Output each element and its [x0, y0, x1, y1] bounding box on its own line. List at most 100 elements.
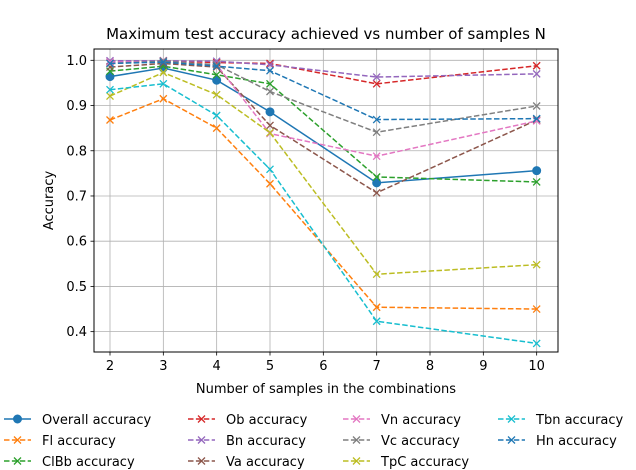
y-tick-label: 0.9 — [66, 99, 87, 114]
data-point — [212, 60, 221, 69]
chart-title: Maximum test accuracy achieved vs number… — [106, 25, 546, 43]
data-point — [212, 62, 221, 71]
y-tick-label: 0.8 — [66, 144, 87, 159]
series-tpc-accuracy — [106, 68, 541, 279]
legend-label: Bn accuracy — [226, 434, 306, 449]
data-point — [105, 72, 115, 82]
data-point — [266, 179, 274, 188]
legend-marker — [13, 457, 22, 465]
data-point — [372, 79, 381, 88]
legend-marker — [507, 415, 516, 423]
legend-marker — [352, 457, 361, 465]
data-point — [266, 66, 274, 75]
data-point — [266, 165, 274, 174]
y-tick-label: 1.0 — [66, 54, 87, 69]
data-point — [372, 270, 381, 279]
series-group — [105, 56, 542, 348]
data-point — [372, 188, 381, 197]
data-point — [532, 177, 541, 186]
data-point — [372, 73, 381, 81]
legend-marker — [352, 415, 361, 423]
data-point — [372, 173, 381, 181]
series-line — [109, 97, 537, 310]
legend-item: Hn accuracy — [498, 434, 617, 449]
legend-item: Va accuracy — [188, 455, 305, 470]
series-line — [109, 71, 537, 275]
legend-item: ClBb accuracy — [4, 455, 135, 470]
x-tick-label: 8 — [426, 359, 434, 374]
data-point — [532, 305, 541, 313]
data-point — [212, 75, 222, 85]
legend-marker — [197, 457, 206, 465]
data-point — [212, 111, 221, 120]
x-tick-label: 2 — [106, 359, 114, 374]
data-point — [106, 116, 114, 124]
data-point — [372, 303, 381, 312]
x-axis-label: Number of samples in the combinations — [196, 382, 456, 397]
legend-label: Va accuracy — [226, 455, 305, 470]
legend-label: Tbn accuracy — [535, 413, 624, 428]
data-point — [106, 85, 114, 94]
data-point — [159, 94, 168, 103]
x-tick-label: 6 — [319, 359, 327, 374]
data-point — [106, 59, 114, 68]
legend-item: Fl accuracy — [4, 434, 116, 449]
legend-item: Bn accuracy — [188, 434, 306, 449]
legend-label: Vc accuracy — [381, 434, 460, 449]
data-point — [266, 121, 274, 130]
legend-marker — [197, 436, 206, 444]
legend-marker — [352, 436, 361, 444]
legend-label: Ob accuracy — [226, 413, 308, 428]
legend-label: Hn accuracy — [536, 434, 617, 449]
series-line — [109, 60, 537, 133]
data-point — [532, 260, 541, 269]
legend-marker — [13, 414, 22, 424]
legend-label: ClBb accuracy — [42, 455, 135, 470]
x-tick-label: 5 — [266, 359, 274, 374]
data-point — [212, 90, 221, 99]
data-point — [532, 102, 541, 110]
legend-label: Fl accuracy — [42, 434, 116, 449]
series-line — [110, 60, 537, 78]
legend-label: Vn accuracy — [381, 413, 461, 428]
x-tick-label: 7 — [373, 359, 381, 374]
y-tick-label: 0.6 — [66, 235, 87, 250]
series-clbb-accuracy — [106, 62, 541, 186]
data-point — [212, 124, 221, 133]
data-point — [532, 69, 541, 78]
legend-item: Vc accuracy — [343, 434, 460, 449]
data-point — [159, 68, 168, 77]
data-point — [266, 87, 274, 96]
data-point — [159, 58, 168, 67]
legend-item: TpC accuracy — [343, 455, 469, 470]
series-hn-accuracy — [106, 58, 541, 124]
x-tick-label: 9 — [479, 359, 487, 374]
data-point — [266, 128, 274, 137]
legend-item: Vn accuracy — [343, 413, 461, 428]
data-point — [372, 317, 381, 326]
series-line — [109, 65, 537, 183]
data-point — [106, 58, 114, 67]
ticks: 2 3 4 5 6 7 8 9 10 0.4 0.5 0.6 0.7 0.8 0.9 1.0 — [66, 54, 545, 374]
series-tbn-accuracy — [106, 79, 541, 348]
legend-item: Overall accuracy — [4, 413, 152, 428]
data-point — [372, 178, 382, 188]
x-tick-label: 3 — [159, 359, 167, 374]
y-axis-label: Accuracy — [42, 171, 57, 231]
plot-frame — [93, 48, 559, 353]
data-point — [212, 70, 221, 79]
legend-label: Overall accuracy — [42, 413, 152, 428]
legend-marker — [507, 436, 516, 444]
data-point — [106, 92, 114, 100]
series-line — [109, 61, 537, 121]
series-line — [109, 62, 537, 194]
series-fl-accuracy — [106, 94, 541, 313]
series-line — [109, 83, 537, 345]
data-point — [532, 166, 542, 176]
data-point — [266, 79, 274, 88]
data-point — [159, 79, 168, 88]
data-point — [532, 339, 541, 348]
x-tick-label: 4 — [213, 359, 221, 374]
data-point — [372, 115, 381, 124]
